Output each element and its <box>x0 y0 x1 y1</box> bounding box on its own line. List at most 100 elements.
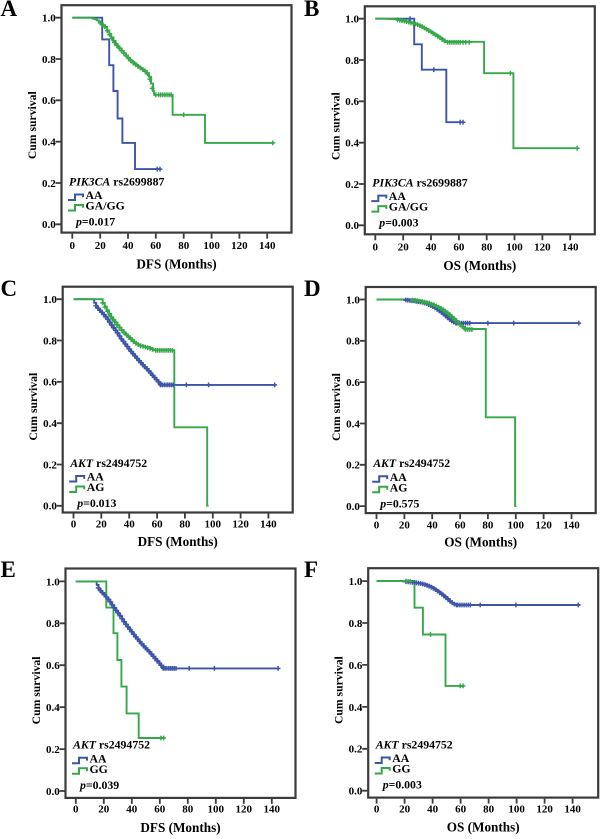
svg-text:140: 140 <box>264 804 281 816</box>
svg-text:60: 60 <box>150 240 162 252</box>
svg-text:60: 60 <box>154 804 166 816</box>
svg-text:0.2: 0.2 <box>346 460 360 472</box>
svg-text:80: 80 <box>483 803 495 815</box>
svg-text:PIK3CA rs2699887: PIK3CA rs2699887 <box>69 174 164 188</box>
svg-text:0: 0 <box>71 519 77 531</box>
svg-text:140: 140 <box>563 519 580 531</box>
svg-text:1.0: 1.0 <box>43 294 57 306</box>
svg-text:DFS (Months): DFS (Months) <box>136 256 216 271</box>
svg-text:100: 100 <box>208 804 225 816</box>
svg-text:p=0.017: p=0.017 <box>75 215 115 229</box>
svg-text:0.2: 0.2 <box>46 744 60 756</box>
svg-text:E: E <box>1 557 16 582</box>
svg-text:0.6: 0.6 <box>46 660 60 672</box>
svg-text:0.8: 0.8 <box>43 335 57 347</box>
svg-text:p=0.039: p=0.039 <box>79 778 119 792</box>
svg-text:60: 60 <box>455 519 467 531</box>
svg-text:1.0: 1.0 <box>349 576 363 588</box>
svg-text:p=0.575: p=0.575 <box>379 496 419 510</box>
svg-text:20: 20 <box>95 240 107 252</box>
svg-text:0.4: 0.4 <box>349 702 363 714</box>
svg-text:40: 40 <box>427 803 439 815</box>
svg-text:140: 140 <box>562 241 579 253</box>
svg-text:B: B <box>304 0 319 21</box>
svg-text:AA: AA <box>389 189 407 203</box>
svg-text:0: 0 <box>70 240 76 252</box>
svg-text:GA/GG: GA/GG <box>86 199 125 213</box>
svg-text:0.0: 0.0 <box>46 786 60 798</box>
svg-text:0.2: 0.2 <box>345 179 359 191</box>
svg-text:OS (Months): OS (Months) <box>447 820 520 835</box>
svg-text:Cum survival: Cum survival <box>27 372 40 441</box>
svg-text:20: 20 <box>398 241 410 253</box>
svg-text:140: 140 <box>259 240 276 252</box>
svg-text:1.0: 1.0 <box>46 576 60 588</box>
svg-text:AG: AG <box>390 480 408 494</box>
svg-text:AA: AA <box>90 751 108 765</box>
svg-text:0: 0 <box>374 519 380 531</box>
svg-text:p=0.003: p=0.003 <box>382 778 422 792</box>
svg-text:0.6: 0.6 <box>43 377 57 389</box>
svg-text:80: 80 <box>481 241 493 253</box>
svg-text:AG: AG <box>87 480 105 494</box>
svg-text:80: 80 <box>482 519 494 531</box>
svg-text:AKT rs2494752: AKT rs2494752 <box>372 456 450 470</box>
svg-text:0.4: 0.4 <box>345 138 359 150</box>
svg-text:100: 100 <box>203 240 220 252</box>
svg-text:A: A <box>1 0 18 21</box>
svg-text:120: 120 <box>536 803 553 815</box>
svg-text:40: 40 <box>426 241 438 253</box>
svg-text:0.4: 0.4 <box>43 418 57 430</box>
svg-text:AKT rs2494752: AKT rs2494752 <box>72 738 150 752</box>
svg-text:100: 100 <box>506 241 523 253</box>
svg-text:0.6: 0.6 <box>345 96 359 108</box>
svg-text:40: 40 <box>427 519 439 531</box>
svg-text:DFS (Months): DFS (Months) <box>138 534 218 549</box>
svg-text:p=0.003: p=0.003 <box>378 216 418 230</box>
svg-text:0.6: 0.6 <box>346 377 360 389</box>
svg-text:60: 60 <box>453 241 465 253</box>
svg-text:1.0: 1.0 <box>42 13 56 25</box>
svg-text:AA: AA <box>86 188 104 202</box>
svg-text:60: 60 <box>152 519 164 531</box>
svg-text:AKT rs2494752: AKT rs2494752 <box>375 737 453 751</box>
svg-text:20: 20 <box>399 519 411 531</box>
svg-text:p=0.013: p=0.013 <box>76 496 116 510</box>
svg-text:1.0: 1.0 <box>345 14 359 26</box>
svg-text:0.0: 0.0 <box>349 786 363 798</box>
svg-text:0.0: 0.0 <box>346 501 360 513</box>
svg-text:40: 40 <box>123 240 135 252</box>
svg-text:0.0: 0.0 <box>42 219 56 231</box>
svg-text:120: 120 <box>236 804 253 816</box>
svg-text:0.6: 0.6 <box>349 660 363 672</box>
svg-text:0.4: 0.4 <box>346 418 360 430</box>
svg-text:140: 140 <box>260 519 277 531</box>
svg-text:100: 100 <box>205 519 222 531</box>
svg-text:0.4: 0.4 <box>46 702 60 714</box>
svg-text:AA: AA <box>390 470 408 484</box>
svg-text:GA/GG: GA/GG <box>389 200 428 214</box>
svg-text:120: 120 <box>232 519 249 531</box>
svg-text:Cum survival: Cum survival <box>30 656 43 725</box>
svg-text:Cum survival: Cum survival <box>26 91 39 160</box>
svg-text:OS (Months): OS (Months) <box>444 535 517 550</box>
svg-text:80: 80 <box>178 240 190 252</box>
svg-text:DFS (Months): DFS (Months) <box>140 820 220 835</box>
svg-text:80: 80 <box>182 804 194 816</box>
svg-text:C: C <box>1 276 18 301</box>
svg-text:0.8: 0.8 <box>46 618 60 630</box>
svg-text:D: D <box>304 276 321 301</box>
svg-text:100: 100 <box>508 803 525 815</box>
svg-text:100: 100 <box>508 519 525 531</box>
svg-text:GG: GG <box>392 762 410 776</box>
svg-text:0.2: 0.2 <box>349 744 363 756</box>
svg-text:F: F <box>304 557 318 582</box>
svg-text:20: 20 <box>399 803 411 815</box>
svg-text:120: 120 <box>534 241 551 253</box>
svg-text:AA: AA <box>392 751 410 765</box>
svg-text:0.8: 0.8 <box>42 54 56 66</box>
svg-text:Cum survival: Cum survival <box>329 92 342 161</box>
svg-text:120: 120 <box>535 519 552 531</box>
svg-text:PIK3CA rs2699887: PIK3CA rs2699887 <box>372 176 467 190</box>
svg-text:1.0: 1.0 <box>346 294 360 306</box>
